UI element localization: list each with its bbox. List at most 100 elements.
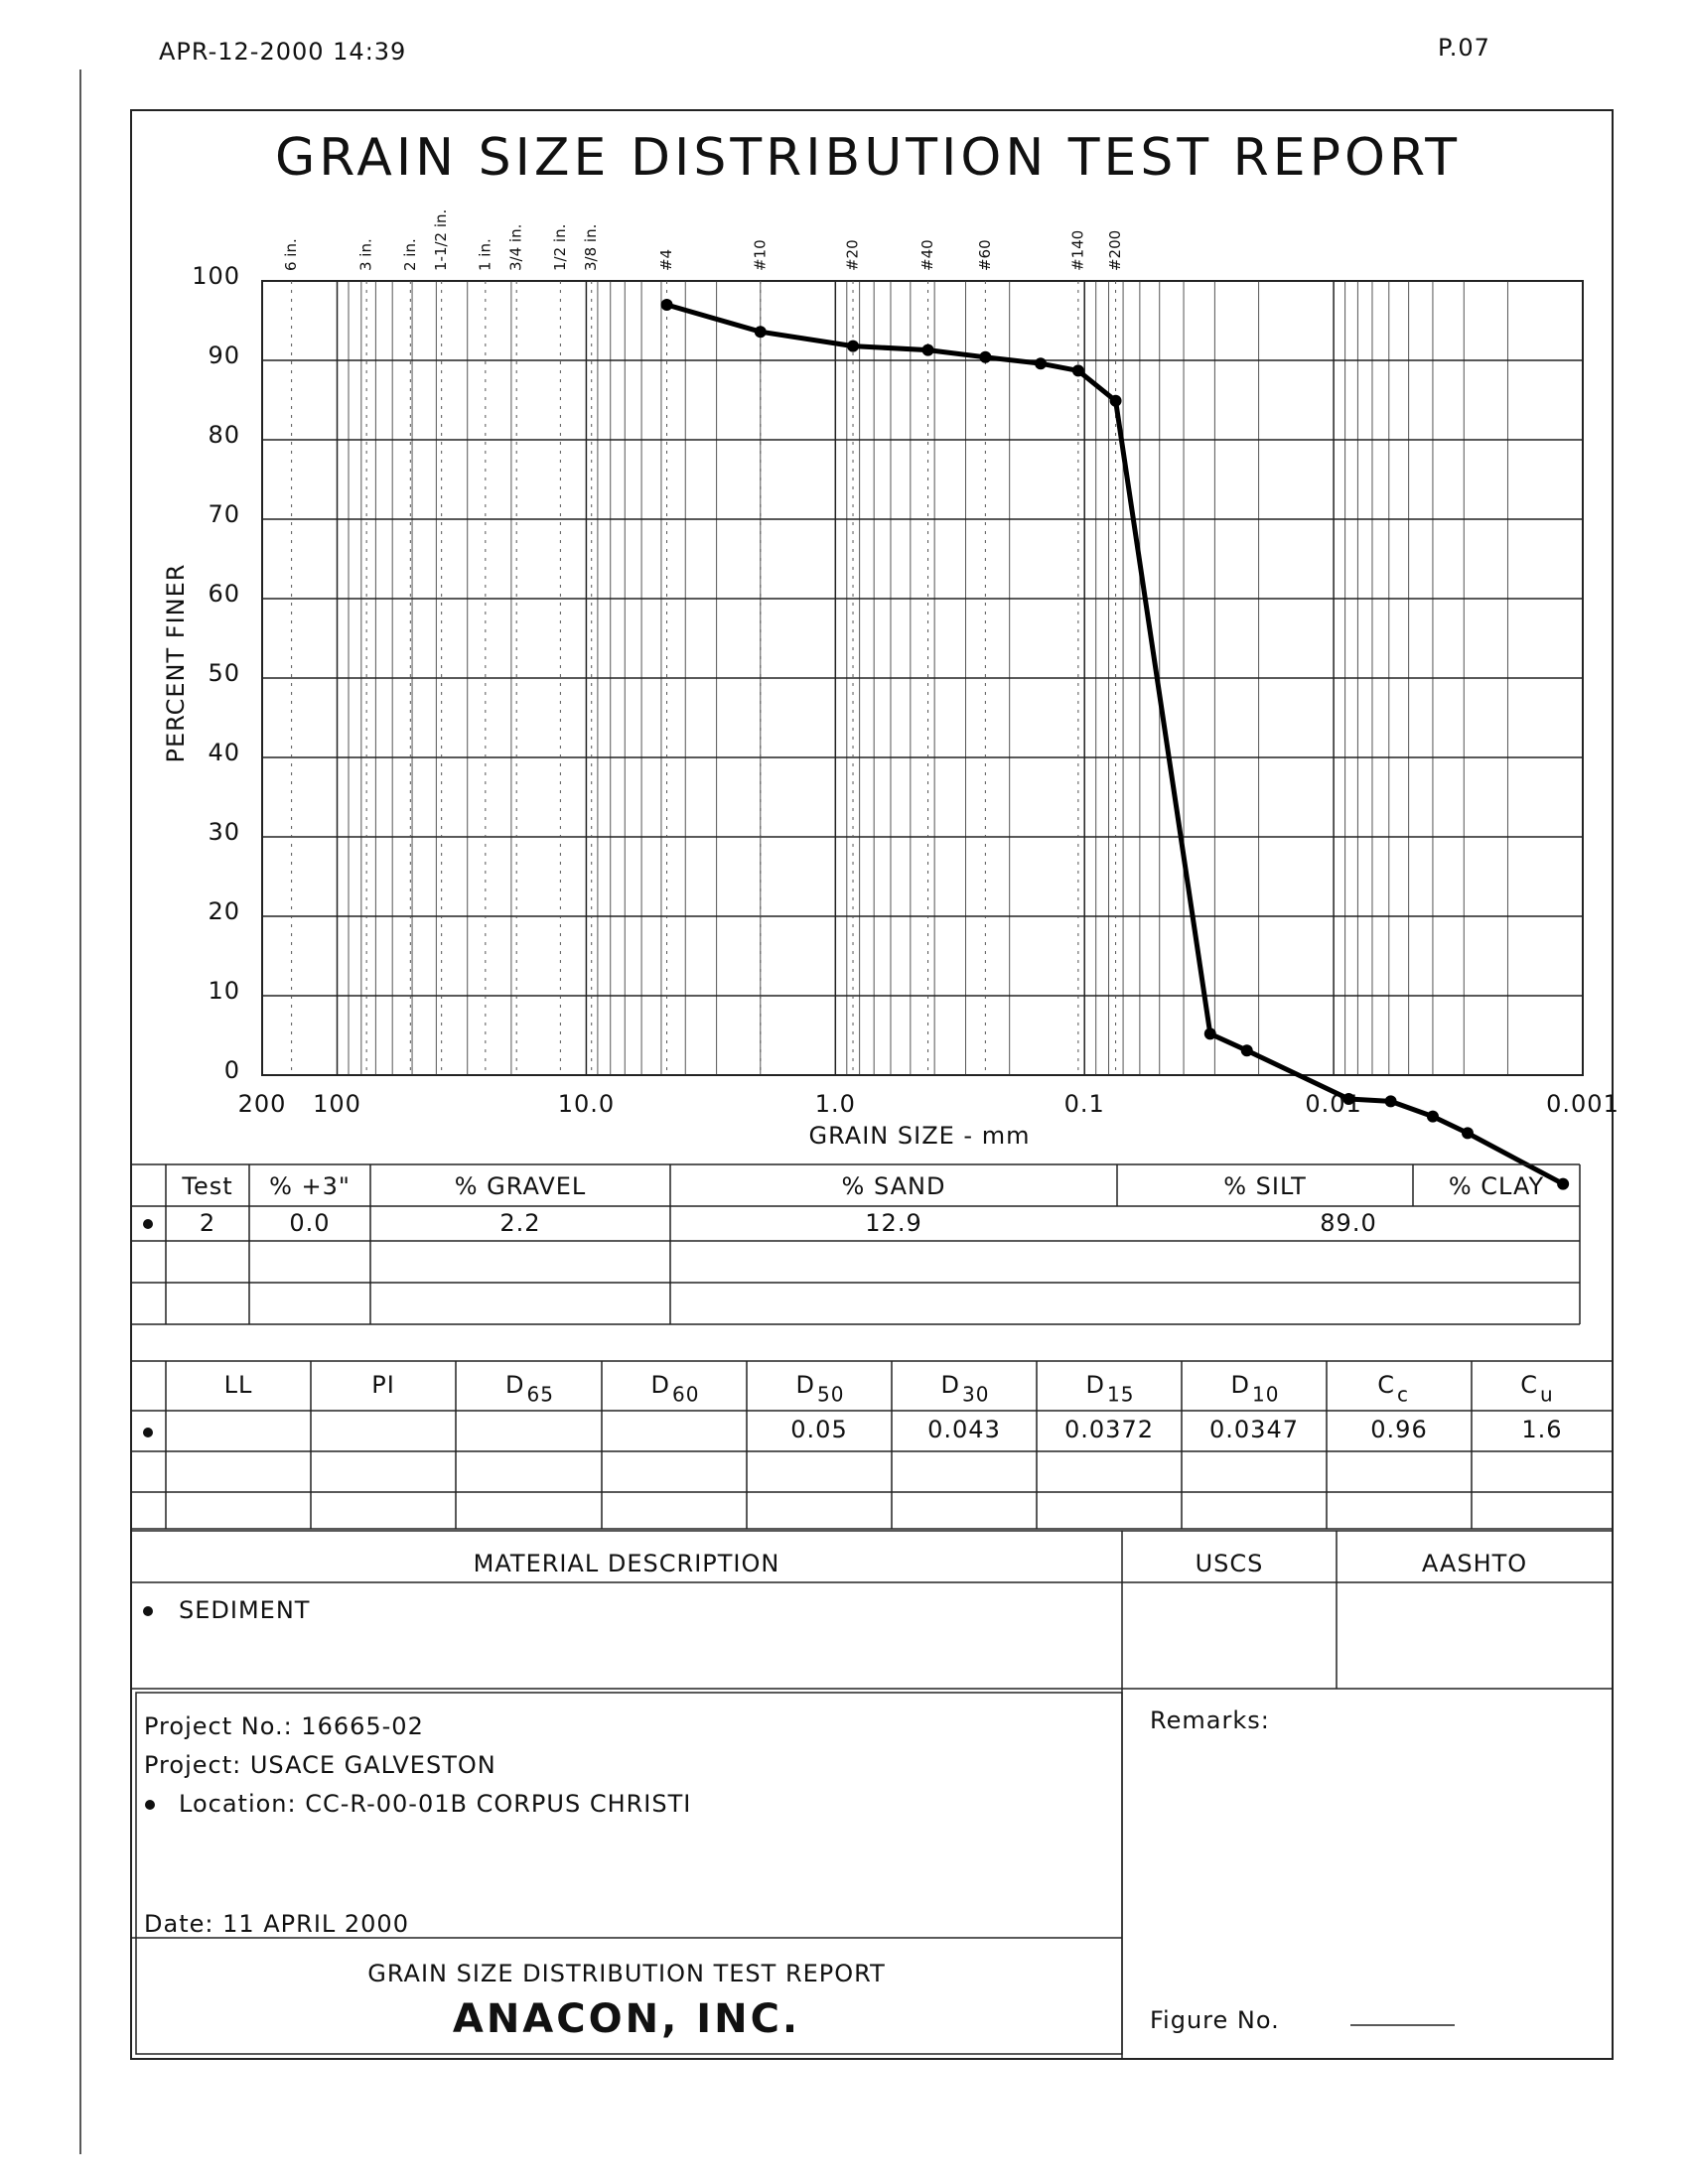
- frame: [130, 109, 1614, 2060]
- x-tick-label: 1.0: [815, 1090, 856, 1118]
- bullet: [143, 1428, 153, 1437]
- table-header: C: [1520, 1371, 1538, 1399]
- table-header: % SAND: [842, 1172, 946, 1200]
- table-header-subscript: 10: [1252, 1383, 1279, 1407]
- x-tick-label: 0.1: [1064, 1090, 1105, 1118]
- y-tick-label: 50: [208, 659, 240, 687]
- data-point: [1203, 1027, 1216, 1040]
- y-axis-label: PERCENT FINER: [162, 564, 190, 763]
- x-tick-label: 10.0: [558, 1090, 615, 1118]
- y-tick-label: 80: [208, 421, 240, 449]
- table-header-subscript: 65: [527, 1383, 554, 1407]
- sieve-label: 3/8 in.: [582, 224, 600, 271]
- table-header-subscript: 60: [672, 1383, 699, 1407]
- page-number: P.07: [1438, 34, 1490, 62]
- data-point: [1461, 1127, 1474, 1140]
- table-header: D: [1231, 1371, 1250, 1399]
- data-point: [1240, 1044, 1253, 1057]
- table-header: LL: [224, 1371, 253, 1399]
- table-header-subscript: 15: [1107, 1383, 1134, 1407]
- table-header: D: [505, 1371, 524, 1399]
- table-header: D: [796, 1371, 815, 1399]
- y-tick-label: 70: [208, 500, 240, 528]
- y-tick-label: 100: [192, 262, 240, 290]
- y-tick-label: 10: [208, 977, 240, 1005]
- table-header: AASHTO: [1422, 1550, 1527, 1577]
- table-cell: 1.6: [1521, 1416, 1562, 1443]
- table-header: % SILT: [1223, 1172, 1306, 1200]
- table-cell: 2: [200, 1209, 215, 1237]
- sieve-label: #4: [657, 249, 675, 271]
- data-point: [1557, 1177, 1570, 1190]
- table-header: USCS: [1196, 1550, 1264, 1577]
- table-header: Test: [181, 1172, 232, 1200]
- sieve-label: #140: [1068, 230, 1086, 271]
- figure-label: Figure No.: [1150, 2006, 1280, 2034]
- table-header: MATERIAL DESCRIPTION: [474, 1550, 780, 1577]
- table-cell: 0.0347: [1209, 1416, 1299, 1443]
- table-header: PI: [371, 1371, 395, 1399]
- y-tick-label: 90: [208, 341, 240, 369]
- table-header: D: [651, 1371, 670, 1399]
- data-point: [754, 326, 767, 339]
- data-point: [847, 340, 860, 352]
- table-cell: 89.0: [1320, 1209, 1376, 1237]
- sieve-label: 6 in.: [282, 238, 300, 271]
- sieve-label: 3 in.: [357, 238, 375, 271]
- sieve-label: #200: [1106, 230, 1124, 271]
- y-tick-label: 0: [224, 1056, 240, 1084]
- project-number: Project No.: 16665-02: [144, 1712, 424, 1740]
- table-cell: 12.9: [865, 1209, 921, 1237]
- x-axis-label: GRAIN SIZE - mm: [809, 1122, 1031, 1150]
- chart-title: GRAIN SIZE DISTRIBUTION TEST REPORT: [275, 128, 1461, 188]
- table-header-subscript: 50: [817, 1383, 844, 1407]
- data-point: [1342, 1093, 1355, 1105]
- y-tick-label: 30: [208, 818, 240, 846]
- sieve-label: 2 in.: [401, 238, 419, 271]
- table-header: % +3": [269, 1172, 351, 1200]
- data-point: [1035, 357, 1048, 370]
- remarks-label: Remarks:: [1150, 1706, 1270, 1734]
- data-point: [1071, 364, 1084, 377]
- x-tick-label: 200: [238, 1090, 287, 1118]
- project-location: Location: CC-R-00-01B CORPUS CHRISTI: [179, 1790, 691, 1818]
- sieve-label: #10: [751, 239, 769, 271]
- project-name: Project: USACE GALVESTON: [144, 1751, 496, 1779]
- sieve-label: 1/2 in.: [551, 224, 569, 271]
- sieve-label: #60: [976, 239, 994, 271]
- data-point: [979, 350, 992, 363]
- report-title: GRAIN SIZE DISTRIBUTION TEST REPORT: [367, 1960, 886, 1987]
- data-point: [660, 299, 673, 311]
- bullet: [143, 1606, 153, 1616]
- sieve-label: #40: [918, 239, 936, 271]
- bullet: [145, 1800, 155, 1810]
- x-tick-label: 0.001: [1546, 1090, 1620, 1118]
- y-tick-label: 20: [208, 897, 240, 925]
- table-header-subscript: u: [1540, 1383, 1554, 1407]
- sieve-label: 3/4 in.: [507, 224, 525, 271]
- table-cell: 0.96: [1370, 1416, 1427, 1443]
- data-point: [921, 343, 934, 356]
- x-tick-label: 100: [313, 1090, 361, 1118]
- data-point: [1384, 1095, 1397, 1108]
- table-header: D: [941, 1371, 960, 1399]
- sieve-label: 1 in.: [476, 238, 494, 271]
- table-cell: 2.2: [499, 1209, 540, 1237]
- material-description: SEDIMENT: [179, 1596, 310, 1624]
- table-cell: 0.0: [289, 1209, 330, 1237]
- table-header: C: [1377, 1371, 1395, 1399]
- sieve-label: 1-1/2 in.: [432, 209, 450, 271]
- table-header-subscript: 30: [962, 1383, 989, 1407]
- table-cell: 0.05: [790, 1416, 847, 1443]
- project-date: Date: 11 APRIL 2000: [144, 1910, 409, 1938]
- curve: [665, 302, 1565, 1186]
- data-point: [1109, 394, 1122, 407]
- table-header: D: [1086, 1371, 1105, 1399]
- company: ANACON, INC.: [453, 1996, 800, 2042]
- table-cell: 0.0372: [1064, 1416, 1154, 1443]
- table-header: % GRAVEL: [455, 1172, 587, 1200]
- table-header: % CLAY: [1449, 1172, 1544, 1200]
- data-point: [1426, 1110, 1439, 1123]
